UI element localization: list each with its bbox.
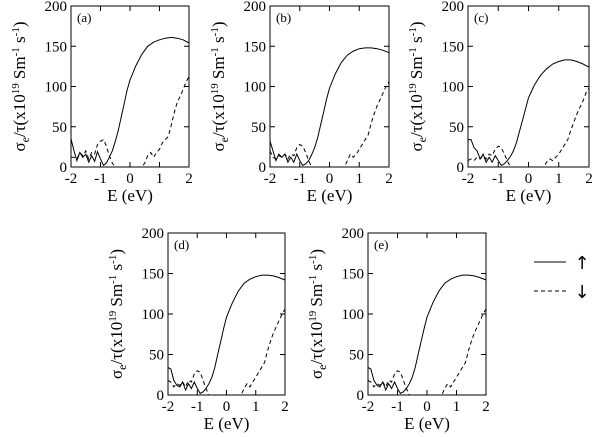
x-axis-label: E (eV) <box>404 414 450 433</box>
x-tick-label: 0 <box>223 399 231 415</box>
y-axis-label: σe/τ(x1019 Sm-1 s-1) <box>407 21 429 151</box>
series-spin-up-line <box>468 59 590 167</box>
y-tick-label: 150 <box>342 267 365 283</box>
x-tick-label: -2 <box>362 399 375 415</box>
y-tick-label: 50 <box>349 348 364 364</box>
series-spin-up-line <box>367 274 487 395</box>
y-axis-label: σe/τ(x1019 Sm-1 s-1) <box>209 21 231 151</box>
x-axis-label: E (eV) <box>506 186 552 205</box>
x-tick-label: 0 <box>126 171 134 187</box>
plot-frame <box>467 5 590 168</box>
x-axis-label: E (eV) <box>307 186 353 205</box>
y-tick-label: 100 <box>244 80 267 96</box>
panel-1: -2 -1 0 1 2 0 50 100 150 200 (a) E (eV) σe/τ(x1019 S… <box>10 0 193 205</box>
x-tick-label: -2 <box>162 399 175 415</box>
panel-2: -2 -1 0 1 2 0 50 100 150 200 (b) E (eV) σe/τ(x1019 S… <box>209 0 393 205</box>
panel-4: -2 -1 0 1 2 0 50 100 150 200 (d) E (eV) σe/τ(x1019 S… <box>107 226 289 433</box>
y-tick-label: 50 <box>251 120 266 136</box>
y-tick-label: 100 <box>142 307 165 323</box>
y-tick-label: 0 <box>60 160 68 176</box>
x-tick-label: 2 <box>482 399 490 415</box>
panel-label: (e) <box>374 237 388 252</box>
x-tick-label: 0 <box>326 171 334 187</box>
x-tick-label: -1 <box>391 399 404 415</box>
x-tick-label: -1 <box>492 171 505 187</box>
y-tick-label: 200 <box>142 226 165 242</box>
y-tick-label: 200 <box>45 0 68 15</box>
x-axis-label: E (eV) <box>107 186 153 205</box>
x-tick-label: 0 <box>423 399 431 415</box>
series-spin-up-line <box>70 36 190 167</box>
x-tick-label: -2 <box>462 171 475 187</box>
x-tick-label: 1 <box>356 171 364 187</box>
y-tick-label: 50 <box>52 120 67 136</box>
x-axis-label: E (eV) <box>204 414 250 433</box>
x-tick-label: 1 <box>555 171 563 187</box>
y-tick-label: 150 <box>142 267 165 283</box>
y-tick-label: 0 <box>457 160 465 176</box>
y-tick-label: 200 <box>244 0 267 15</box>
panel-label: (d) <box>174 237 189 252</box>
x-tick-label: -1 <box>94 171 107 187</box>
y-tick-label: 0 <box>259 160 267 176</box>
series-spin-down-line <box>467 87 590 168</box>
series-spin-down-line <box>167 308 286 396</box>
y-tick-label: 100 <box>442 80 465 96</box>
y-tick-label: 150 <box>442 39 465 55</box>
x-tick-label: 0 <box>525 171 533 187</box>
y-tick-label: 50 <box>149 348 164 364</box>
x-tick-label: -1 <box>294 171 307 187</box>
down-arrow-icon: ↓ <box>574 282 589 303</box>
series-spin-up-line <box>167 274 286 395</box>
y-tick-label: 200 <box>342 226 365 242</box>
y-axis-label: σe/τ(x1019 Sm-1 s-1) <box>10 21 32 151</box>
panel-label: (b) <box>276 10 291 25</box>
plot-frame <box>269 5 390 168</box>
y-axis-label: σe/τ(x1019 Sm-1 s-1) <box>107 249 129 379</box>
panel-label: (a) <box>77 10 91 25</box>
y-tick-label: 150 <box>45 39 68 55</box>
panel-5: -2 -1 0 1 2 0 50 100 150 200 (e) E (eV) σe/τ(x1019 S… <box>307 226 490 433</box>
plot-frame <box>70 5 190 168</box>
y-tick-label: 50 <box>449 120 464 136</box>
series-spin-down-line <box>367 308 487 396</box>
x-tick-label: 2 <box>385 171 393 187</box>
y-axis-label: σe/τ(x1019 Sm-1 s-1) <box>307 249 329 379</box>
y-tick-label: 100 <box>342 307 365 323</box>
x-tick-label: -1 <box>191 399 204 415</box>
y-tick-label: 100 <box>45 80 68 96</box>
x-tick-label: 1 <box>156 171 164 187</box>
x-tick-label: 1 <box>453 399 461 415</box>
x-tick-label: -2 <box>264 171 277 187</box>
y-tick-label: 0 <box>157 388 165 404</box>
series-spin-down-line <box>269 81 390 168</box>
x-tick-label: 2 <box>281 399 289 415</box>
legend: ↑↓ <box>534 253 590 303</box>
plot-frame <box>367 232 487 396</box>
plot-frame <box>167 232 286 396</box>
series-spin-up-line <box>269 47 390 167</box>
x-tick-label: 1 <box>252 399 260 415</box>
series-spin-down-line <box>71 76 190 168</box>
x-tick-label: -2 <box>65 171 78 187</box>
panel-3: -2 -1 0 1 2 0 50 100 150 200 (c) E (eV) σe/τ(x1019 S… <box>407 0 593 205</box>
y-tick-label: 150 <box>244 39 267 55</box>
x-tick-label: 2 <box>585 171 593 187</box>
panel-label: (c) <box>474 10 488 25</box>
y-tick-label: 0 <box>357 388 365 404</box>
x-tick-label: 2 <box>185 171 193 187</box>
up-arrow-icon: ↑ <box>574 253 589 274</box>
y-tick-label: 200 <box>442 0 465 15</box>
